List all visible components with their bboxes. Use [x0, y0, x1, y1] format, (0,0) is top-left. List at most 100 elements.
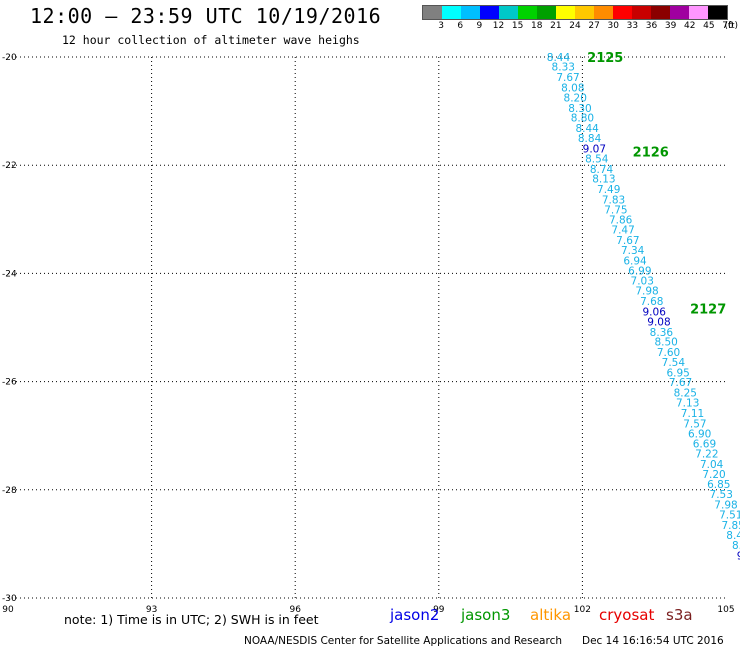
legend-mission-s3a: s3a	[666, 606, 693, 624]
legend-mission-jason2: jason2	[390, 606, 440, 624]
color-scale-labels: (ft) 3 6 9 12 15 18 21 24 27 30 33 36 39 42 45 70	[422, 20, 738, 34]
x-tick-label: 102	[574, 605, 591, 615]
swh-value-label: 8.20	[564, 93, 587, 105]
swh-value-label: 8.54	[585, 154, 609, 166]
swh-value-label: 8.50	[654, 337, 677, 349]
swh-value-label: 8.33	[552, 62, 575, 74]
color-scale-swatch	[651, 6, 670, 19]
swh-value-label: 7.83	[602, 194, 625, 206]
swh-value-label: 7.49	[597, 184, 620, 196]
color-scale-swatch	[537, 6, 556, 19]
color-scale-unit: (ft)	[724, 21, 738, 31]
color-scale-label: 33	[626, 21, 639, 31]
swh-value-label: 7.22	[695, 449, 718, 461]
x-tick-label: 96	[289, 605, 301, 615]
swh-value-label: 7.98	[714, 499, 737, 511]
y-tick-label: -26	[2, 378, 17, 388]
color-scale-legend: (ft) 3 6 9 12 15 18 21 24 27 30 33 36 39 42 45 70	[422, 5, 738, 35]
swh-value-label: 7.47	[611, 225, 634, 237]
color-scale-swatch	[613, 6, 632, 19]
color-scale-swatch	[442, 6, 461, 19]
footer-credit: NOAA/NESDIS Center for Satellite Applica…	[244, 635, 562, 647]
color-scale-label: 6	[457, 21, 464, 31]
swh-value-label: 7.03	[631, 275, 654, 287]
swh-value-label: 7.67	[616, 235, 639, 247]
swh-value-label: 7.51	[719, 510, 740, 522]
swh-value-label: 7.98	[635, 286, 658, 298]
pass-number-label: 2127	[690, 303, 726, 318]
x-tick-label: 99	[433, 605, 445, 615]
pass-number-label: 2125	[587, 51, 623, 66]
color-scale-swatch	[575, 6, 594, 19]
color-scale-swatch	[708, 6, 727, 19]
swh-value-label: 7.57	[683, 418, 706, 430]
swh-value-label: 9.08	[647, 317, 670, 329]
y-tick-label: -28	[2, 486, 17, 496]
swh-value-label: 7.60	[657, 347, 680, 359]
swh-value-label: 7.67	[669, 377, 692, 389]
y-tick-label: -30	[2, 594, 17, 604]
footer-note: note: 1) Time is in UTC; 2) SWH is in fe…	[64, 612, 319, 627]
color-scale-swatch	[670, 6, 689, 19]
color-scale-label: 9	[476, 21, 483, 31]
color-scale-swatch	[594, 6, 613, 19]
y-tick-label: -20	[2, 53, 17, 63]
color-scale-swatch	[480, 6, 499, 19]
swh-value-label: 7.04	[700, 459, 724, 471]
swh-value-label: 7.68	[640, 296, 663, 308]
color-scale-swatch	[689, 6, 708, 19]
color-scale-label: 21	[550, 21, 562, 31]
swh-value-label: 7.20	[702, 469, 725, 481]
swh-value-label: 7.34	[621, 245, 645, 257]
footer-date: Dec 14 16:16:54 UTC 2016	[582, 635, 724, 647]
swh-value-label: 9.06	[643, 306, 667, 318]
swh-value-label: 8.44	[726, 530, 740, 542]
swh-value-label: 8.84	[578, 133, 602, 145]
swh-value-label: 9.1	[737, 550, 740, 562]
swh-value-label: 6.94	[623, 255, 647, 267]
color-scale-label: 36	[645, 21, 658, 31]
swh-value-label: 7.11	[681, 408, 704, 420]
color-scale-label: 3	[438, 21, 444, 31]
swh-value-label: 7.53	[710, 489, 733, 501]
swh-value-label: 8.80	[571, 113, 594, 125]
color-scale-label: 45	[703, 21, 715, 31]
swh-value-label: 7.85	[721, 520, 740, 532]
color-scale-label: 70	[722, 21, 734, 31]
color-scale-label: 27	[588, 21, 600, 31]
color-scale-label: 15	[511, 21, 524, 31]
swh-value-label: 8.30	[568, 103, 591, 115]
swh-value-label: 8.44	[575, 123, 599, 135]
x-tick-label: 90	[2, 605, 14, 615]
swh-value-label: 7.86	[609, 214, 633, 226]
swh-value-label: 9.07	[583, 143, 606, 155]
y-tick-label: -24	[2, 269, 17, 279]
swh-value-label: 8.74	[590, 164, 614, 176]
pass-number-label: 2126	[633, 146, 669, 161]
color-scale-swatch	[518, 6, 537, 19]
color-scale-label: 39	[664, 21, 677, 31]
swh-value-label: 7.13	[676, 398, 699, 410]
color-scale-swatch	[423, 6, 442, 19]
swh-value-label: 8.6	[732, 540, 740, 552]
color-scale-label: 24	[569, 21, 581, 31]
swh-value-label: 6.85	[707, 479, 730, 491]
swh-value-label: 6.99	[628, 266, 651, 278]
chart-title: 12:00 — 23:59 UTC 10/19/2016	[30, 4, 382, 28]
color-scale-label: 42	[684, 21, 696, 31]
swh-value-label: 7.67	[556, 72, 579, 84]
color-scale-swatch	[499, 6, 518, 19]
chart-subtitle: 12 hour collection of altimeter wave hei…	[62, 33, 360, 47]
color-scale-label: 30	[607, 21, 619, 31]
color-scale-swatch	[632, 6, 651, 19]
swh-value-label: 8.13	[592, 174, 615, 186]
color-scale-swatch	[461, 6, 480, 19]
swh-value-label: 8.36	[650, 327, 674, 339]
x-tick-label: 105	[717, 605, 734, 615]
legend-mission-altika: altika	[530, 606, 572, 624]
swh-value-label: 8.25	[674, 387, 697, 399]
legend-mission-jason3: jason3	[461, 606, 511, 624]
swh-value-label: 6.90	[688, 429, 711, 441]
swh-value-label: 8.08	[561, 82, 584, 94]
